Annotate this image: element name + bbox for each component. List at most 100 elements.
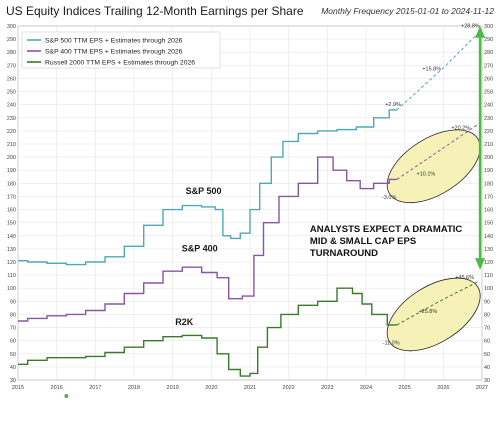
y-tick-label-left: 180	[7, 181, 16, 187]
series-label-1: S&P 400	[182, 244, 218, 254]
x-tick-label: 2026	[437, 385, 449, 391]
y-tick-label-right: 240	[484, 103, 493, 109]
y-tick-label-left: 130	[7, 247, 16, 253]
y-tick-label-left: 190	[7, 168, 16, 174]
annotation-label: -3.0%	[382, 195, 396, 201]
y-tick-label-left: 220	[7, 129, 16, 135]
series-line-0	[18, 109, 397, 266]
y-tick-label-left: 270	[7, 63, 16, 69]
y-tick-label-right: 170	[484, 194, 493, 200]
series-projection-0	[396, 30, 481, 111]
y-tick-label-left: 140	[7, 234, 16, 240]
y-tick-label-right: 180	[484, 181, 493, 187]
y-tick-label-left: 160	[7, 208, 16, 214]
annotation-label: -11.0%	[383, 341, 400, 347]
x-tick-label: 2025	[399, 385, 411, 391]
legend-entry: S&P 400 TTM EPS + Estimates through 2026	[45, 49, 183, 56]
callout-ellipse-r2k	[386, 277, 481, 352]
y-tick-label-right: 270	[484, 63, 493, 69]
y-tick-label-right: 100	[484, 286, 493, 292]
annotation-label: +25.8%	[418, 309, 437, 315]
y-tick-label-left: 30	[10, 378, 16, 384]
y-tick-label-right: 140	[484, 234, 493, 240]
annotation-label: +45.6%	[455, 275, 474, 281]
y-tick-label-left: 110	[7, 273, 16, 279]
y-tick-label-left: 240	[7, 103, 16, 109]
y-tick-label-right: 250	[484, 90, 493, 96]
y-tick-label-right: 70	[484, 326, 490, 332]
y-tick-label-right: 290	[484, 37, 493, 43]
y-tick-label-left: 120	[7, 260, 16, 266]
y-tick-label-right: 160	[484, 208, 493, 214]
y-tick-label-right: 190	[484, 168, 493, 174]
x-tick-label: 2023	[321, 385, 333, 391]
callout-text-line: ANALYSTS EXPECT A DRAMATIC	[310, 224, 463, 235]
chart-title: US Equity Indices Trailing 12-Month Earn…	[6, 4, 304, 18]
y-tick-label-left: 50	[10, 352, 16, 358]
x-tick-label: 2022	[283, 385, 295, 391]
y-tick-label-left: 300	[7, 24, 16, 30]
y-tick-label-left: 170	[7, 194, 16, 200]
y-tick-label-left: 210	[7, 142, 16, 148]
y-tick-label-right: 280	[484, 50, 493, 56]
y-tick-label-right: 60	[484, 339, 490, 345]
annotation-label: +28.8%	[461, 23, 480, 29]
callout-ellipse-sp400	[386, 129, 481, 204]
chart-subtitle: Monthly Frequency 2015-01-01 to 2024-11-…	[321, 6, 494, 16]
y-tick-label-left: 90	[10, 299, 16, 305]
annotation-label: +20.2%	[451, 126, 470, 132]
series-projection-1	[396, 123, 479, 180]
x-tick-label: 2027	[476, 385, 488, 391]
y-tick-label-left: 60	[10, 339, 16, 345]
x-tick-label: 2024	[360, 385, 372, 391]
x-tick-label: 2018	[128, 385, 140, 391]
y-tick-label-left: 280	[7, 50, 16, 56]
x-tick-label: 2019	[167, 385, 179, 391]
callout-text-line: MID & SMALL CAP EPS	[310, 236, 416, 247]
series-projection-2	[396, 281, 479, 326]
series-line-2	[18, 287, 397, 377]
y-tick-label-right: 200	[484, 155, 493, 161]
y-tick-label-left: 250	[7, 90, 16, 96]
y-tick-label-right: 80	[484, 312, 490, 318]
y-tick-label-right: 130	[484, 247, 493, 253]
y-tick-label-left: 260	[7, 76, 16, 82]
y-tick-label-right: 110	[484, 273, 493, 279]
y-tick-label-right: 230	[484, 116, 493, 122]
series-label-2: R2K	[175, 317, 194, 327]
series-label-0: S&P 500	[186, 186, 222, 196]
annotation-label: +2.9%	[385, 102, 401, 108]
x-tick-label: 2016	[51, 385, 63, 391]
legend-entry: Russell 2000 TTM EPS + Estimates through…	[45, 60, 195, 67]
y-tick-label-left: 80	[10, 312, 16, 318]
callout-text-line: TURNAROUND	[310, 248, 378, 259]
marker-dot	[64, 394, 69, 398]
y-tick-label-left: 230	[7, 116, 16, 122]
y-tick-label-right: 300	[484, 24, 493, 30]
x-tick-label: 2021	[244, 385, 256, 391]
legend-box	[21, 31, 221, 69]
series-line-1	[18, 156, 397, 322]
legend-entry: S&P 500 TTM EPS + Estimates through 2026	[45, 38, 183, 45]
y-tick-label-right: 50	[484, 352, 490, 358]
x-tick-label: 2015	[12, 385, 24, 391]
y-tick-label-right: 90	[484, 299, 490, 305]
y-tick-label-right: 260	[484, 76, 493, 82]
y-tick-label-right: 220	[484, 129, 493, 135]
y-tick-label-right: 210	[484, 142, 493, 148]
annotation-label: +10.1%	[417, 171, 436, 177]
y-tick-label-right: 30	[484, 378, 490, 384]
turnaround-arrow-head-up	[475, 26, 486, 38]
y-tick-label-left: 290	[7, 37, 16, 43]
y-tick-label-right: 150	[484, 221, 493, 227]
turnaround-arrow-head-down	[475, 258, 486, 270]
y-tick-label-left: 100	[7, 286, 16, 292]
x-tick-label: 2017	[89, 385, 101, 391]
y-tick-label-right: 120	[484, 260, 493, 266]
y-tick-label-right: 40	[484, 365, 490, 371]
y-tick-label-left: 40	[10, 365, 16, 371]
x-tick-label: 2020	[205, 385, 217, 391]
y-tick-label-left: 70	[10, 326, 16, 332]
